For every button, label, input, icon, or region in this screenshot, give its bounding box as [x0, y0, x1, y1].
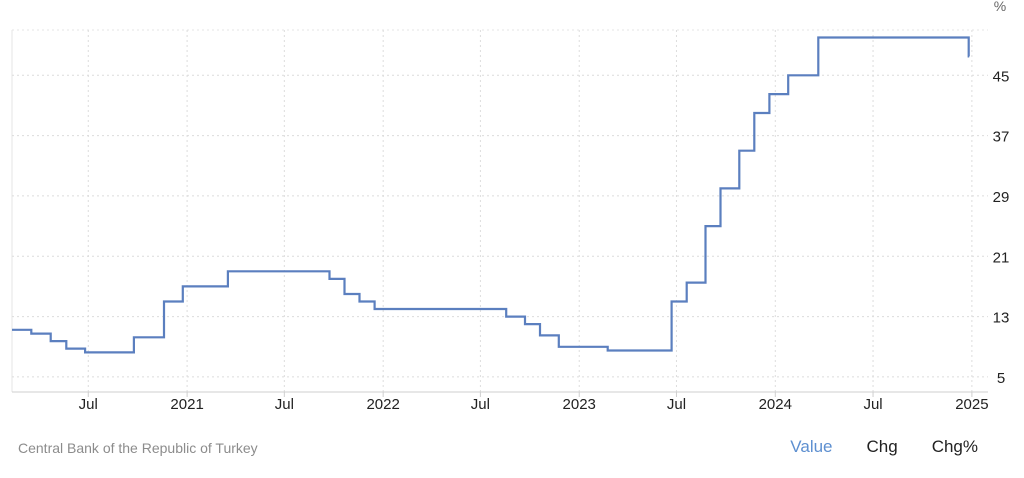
tab-value[interactable]: Value	[790, 437, 833, 456]
x-tick-label: 2025	[955, 396, 988, 413]
x-tick-label: 2024	[759, 396, 792, 413]
tab-chg-percent[interactable]: Chg%	[931, 437, 978, 456]
y-axis-ticks: 5 13 21 29 37 45	[993, 68, 1010, 387]
y-tick-label: 5	[997, 370, 1005, 387]
y-tick-label: 21	[993, 249, 1010, 266]
x-tick-label: Jul	[275, 396, 294, 413]
x-tick-label: Jul	[471, 396, 490, 413]
x-tick-label: Jul	[667, 396, 686, 413]
series-line	[12, 36, 970, 354]
y-tick-label: 29	[993, 189, 1010, 206]
rate-chart: Jul 2021 Jul 2022 Jul 2023 Jul 2024 Jul 2025 5 13 2…	[11, 0, 1010, 413]
x-tick-label: 2021	[170, 396, 203, 413]
x-axis-ticks: Jul 2021 Jul 2022 Jul 2023 Jul 2024 Jul 2025	[79, 392, 989, 413]
y-tick-label: 37	[993, 129, 1010, 146]
x-tick-label: 2023	[563, 396, 596, 413]
tab-chg[interactable]: Chg	[866, 437, 898, 456]
y-axis-unit-label: %	[994, 0, 1006, 14]
y-tick-label: 13	[993, 310, 1010, 327]
y-tick-label: 45	[993, 68, 1010, 85]
series-group	[12, 36, 970, 354]
x-tick-label: Jul	[79, 396, 98, 413]
x-tick-label: 2022	[366, 396, 399, 413]
grid	[11, 29, 988, 392]
x-tick-label: Jul	[863, 396, 882, 413]
view-tabs: Value Chg Chg%	[790, 437, 978, 457]
source-label: Central Bank of the Republic of Turkey	[18, 440, 258, 456]
